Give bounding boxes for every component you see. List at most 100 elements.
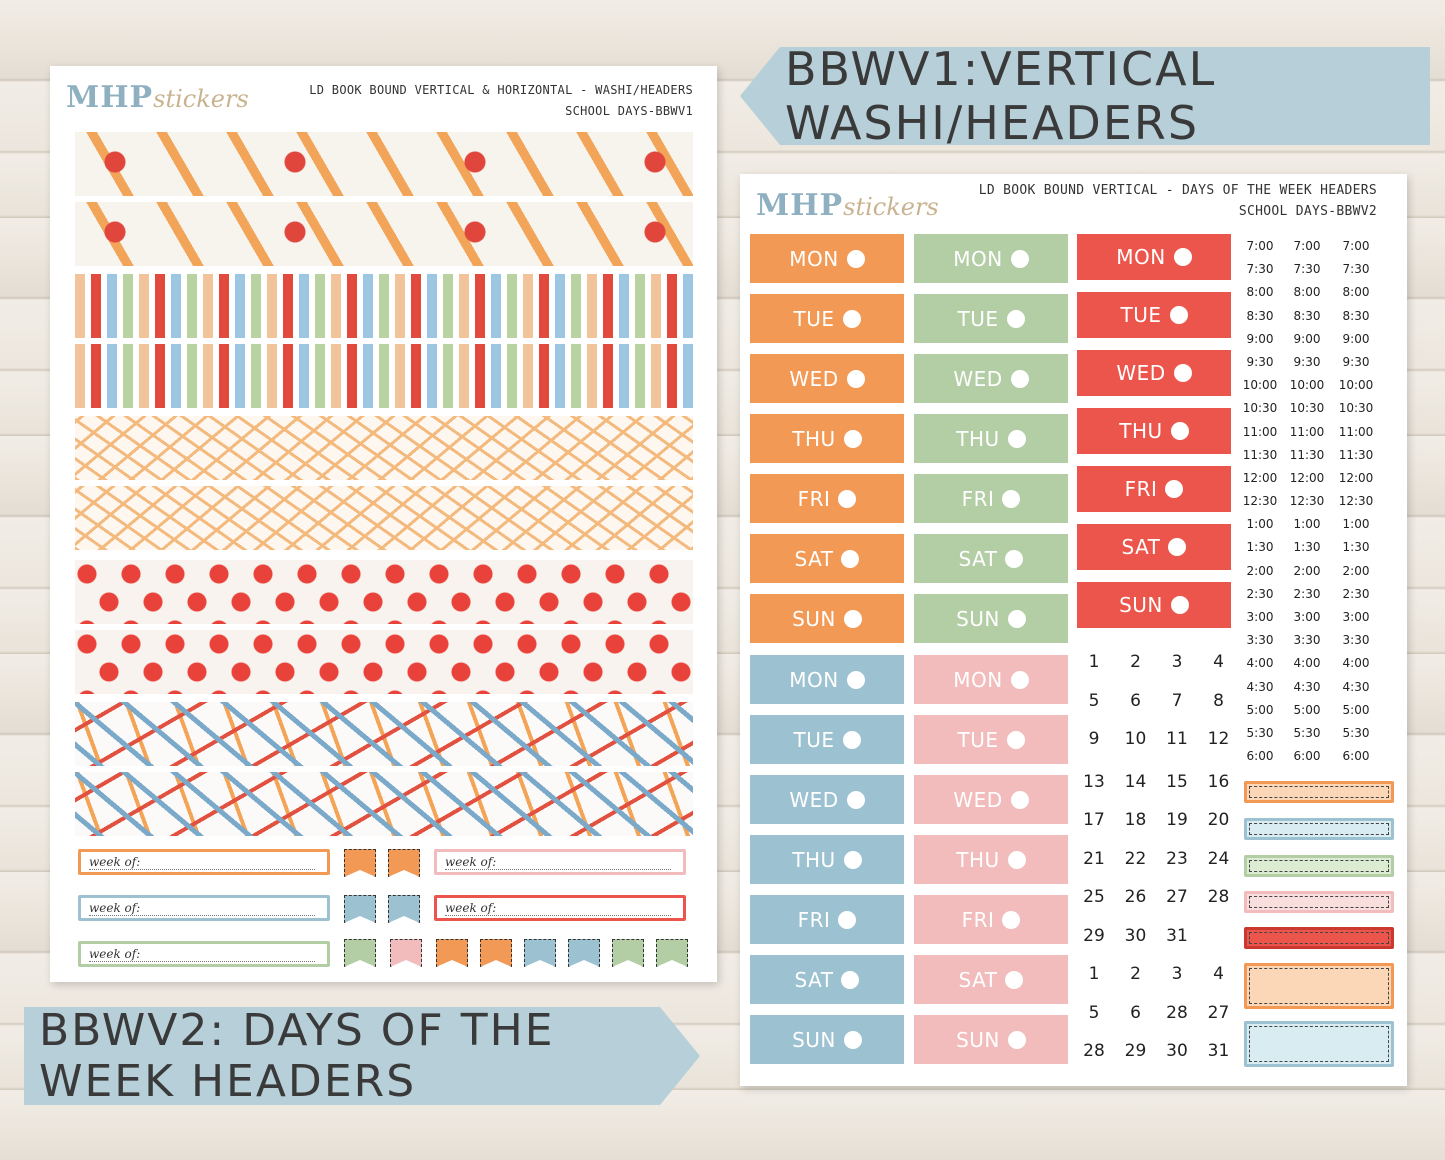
time-label: 2:30	[1293, 586, 1321, 601]
circle-icon	[846, 790, 865, 809]
day-header-wed: WED	[1077, 350, 1231, 396]
date-number: 6	[1130, 1002, 1141, 1023]
time-label: 9:00	[1342, 331, 1370, 346]
time-label: 1:00	[1342, 517, 1370, 532]
time-column: 7:00 7:30 8:00 8:30 9:00 9:30 10:00 10:30 11:00 1…	[1238, 235, 1282, 768]
time-label: 8:00	[1293, 285, 1321, 300]
time-label: 1:30	[1246, 540, 1274, 555]
date-number: 29	[1124, 1041, 1147, 1061]
date-number: 15	[1166, 771, 1188, 792]
day-label: SUN	[792, 1027, 836, 1052]
time-label: 12:00	[1289, 470, 1325, 485]
time-label: 8:30	[1293, 308, 1321, 323]
day-label: FRI	[961, 907, 995, 932]
day-label: SUN	[1119, 593, 1163, 617]
circle-icon	[842, 309, 861, 328]
time-label: 2:30	[1246, 586, 1274, 601]
date-number: 19	[1166, 810, 1188, 830]
date-number: 30	[1166, 1041, 1188, 1061]
date-number: 29	[1083, 925, 1105, 946]
time-label: 2:00	[1293, 563, 1321, 578]
label-box-orange	[1244, 781, 1394, 803]
date-number: 20	[1207, 810, 1230, 830]
day-label: MON	[1116, 245, 1166, 269]
time-label: 12:30	[1289, 494, 1325, 509]
day-label: SUN	[956, 606, 1000, 631]
time-label: 3:00	[1246, 610, 1274, 624]
day-label: THU	[956, 426, 1000, 451]
date-number: 3	[1171, 652, 1183, 672]
time-label: 7:00	[1246, 239, 1274, 253]
sheet-title-line2: SCHOOL DAYS-BBWV2	[1238, 204, 1377, 219]
banner-vertical-washi: BBWV1:VERTICAL WASHI/HEADERS	[740, 47, 1430, 145]
date-number: 28	[1166, 1002, 1188, 1023]
time-label: 11:30	[1289, 447, 1325, 462]
circle-icon	[841, 549, 860, 568]
day-header-mon: MON	[1077, 234, 1231, 280]
time-label: 3:00	[1342, 610, 1370, 624]
time-label: 9:00	[1293, 331, 1321, 346]
day-label: SAT	[794, 546, 834, 571]
sheet-title-line1: LD BOOK BOUND VERTICAL & HORIZONTAL - WA…	[309, 83, 693, 97]
day-header-fri: FRI	[1077, 466, 1231, 512]
day-label: THU	[792, 847, 836, 872]
time-label: 11:30	[1338, 447, 1374, 462]
date-number: 4	[1213, 964, 1224, 984]
time-label: 5:30	[1342, 725, 1370, 740]
day-header-tue: TUE	[750, 715, 904, 764]
flag-sticker	[388, 895, 420, 923]
date-number: 23	[1166, 848, 1188, 869]
date-number: 13	[1083, 771, 1105, 792]
day-header-fri: FRI	[914, 895, 1068, 944]
circle-icon	[1168, 538, 1187, 556]
day-header-sat: SAT	[750, 534, 904, 583]
time-label: 10:30	[1289, 401, 1325, 416]
washi-strip-apples	[75, 560, 693, 624]
day-label: TUE	[793, 306, 835, 331]
date-number: 16	[1207, 771, 1230, 792]
day-header-thu: THU	[914, 835, 1068, 884]
circle-icon	[841, 970, 860, 989]
time-label: 3:30	[1246, 633, 1274, 648]
week-of-text: week of:	[89, 901, 316, 916]
day-header-wed: WED	[914, 354, 1068, 403]
time-label: 8:30	[1342, 308, 1370, 323]
week-of-label: week of:	[78, 849, 330, 875]
circle-icon	[1007, 850, 1026, 869]
date-number: 12	[1207, 729, 1230, 749]
label-box-red	[1244, 927, 1394, 949]
day-label: WED	[789, 787, 839, 812]
time-label: 2:30	[1342, 586, 1370, 601]
time-column: 7:00 7:30 8:00 8:30 9:00 9:30 10:00 10:30 11:00 1…	[1285, 235, 1329, 768]
label-box-blue-large	[1244, 1021, 1394, 1067]
day-header-sun: SUN	[1077, 582, 1231, 628]
day-header-thu: THU	[750, 835, 904, 884]
circle-icon	[843, 429, 862, 448]
time-label: 12:30	[1242, 494, 1278, 509]
time-label: 11:00	[1289, 424, 1325, 439]
circle-icon	[843, 850, 862, 869]
circle-icon	[1005, 970, 1024, 989]
washi-strip-pencils	[75, 702, 693, 766]
day-label: FRI	[797, 486, 831, 511]
day-header-thu: THU	[914, 414, 1068, 463]
sticker-sheet-washi: MHPstickers LD BOOK BOUND VERTICAL & HOR…	[50, 66, 717, 982]
day-header-wed: WED	[750, 775, 904, 824]
date-number: 24	[1207, 848, 1230, 869]
date-number: 2	[1130, 652, 1141, 672]
label-box-green	[1244, 855, 1394, 877]
circle-icon	[1173, 364, 1192, 382]
circle-icon	[1170, 596, 1189, 614]
date-number: 5	[1088, 690, 1100, 711]
circle-icon	[1005, 549, 1024, 568]
sticker-sheet-days: MHPstickers LD BOOK BOUND VERTICAL - DAY…	[740, 174, 1407, 1086]
logo-brand: MHP	[66, 80, 154, 115]
day-header-sun: SUN	[750, 594, 904, 643]
circle-icon	[1007, 429, 1026, 448]
day-header-thu: THU	[750, 414, 904, 463]
washi-strip-pencils	[75, 772, 693, 836]
flag-sticker	[612, 939, 644, 967]
flag-sticker	[436, 939, 468, 967]
day-label: MON	[789, 246, 839, 271]
flag-sticker	[390, 939, 422, 967]
